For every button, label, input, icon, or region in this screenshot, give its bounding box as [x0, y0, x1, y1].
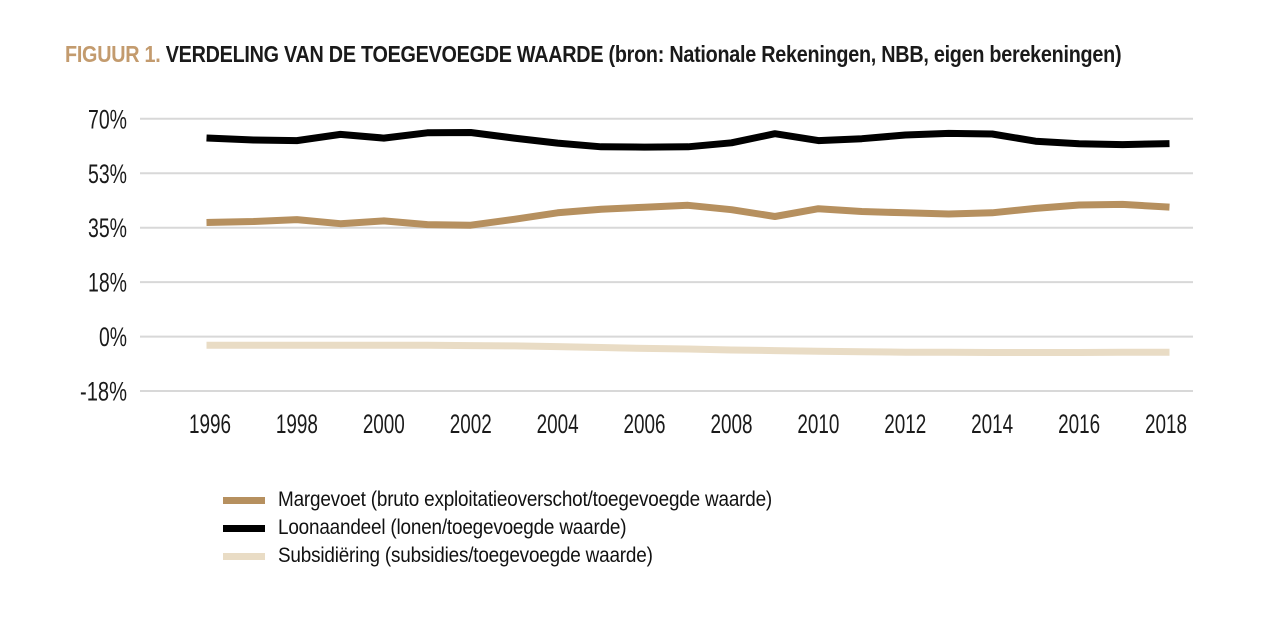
margevoet-line-swatch — [223, 496, 265, 504]
chart-title-prefix: FIGUUR 1. — [65, 41, 161, 67]
x-axis-tick-label: 2010 — [797, 409, 839, 439]
x-axis-tick-label: 2018 — [1145, 409, 1187, 439]
legend-item-loonaandeel: Loonaandeel (lonen/toegevoegde waarde) — [223, 514, 827, 542]
chart-title-text: VERDELING VAN DE TOEGEVOEGDE WAARDE (bro… — [165, 41, 1122, 67]
x-axis-tick-label: 2000 — [363, 409, 405, 439]
x-axis-tick-label: 2014 — [971, 409, 1013, 439]
y-axis-tick-label: 70% — [88, 104, 127, 134]
x-axis-tick-label: 1998 — [276, 409, 318, 439]
legend-item-subsidiering: Subsidiëring (subsidies/toegevoegde waar… — [223, 542, 827, 570]
y-axis-tick-label: 18% — [88, 268, 127, 298]
subsidiering-line — [206, 341, 1170, 356]
x-axis-tick-label: 2002 — [450, 409, 492, 439]
x-axis-tick-label: 2008 — [710, 409, 752, 439]
margevoet-line — [206, 200, 1170, 229]
y-axis-tick-label: 53% — [88, 159, 127, 189]
legend-label-margevoet: Margevoet (bruto exploitatieoverschot/to… — [278, 488, 773, 511]
x-axis-tick-label: 2016 — [1058, 409, 1100, 439]
legend-item-margevoet: Margevoet (bruto exploitatieoverschot/to… — [223, 486, 827, 514]
y-axis-tick-label: -18% — [80, 377, 127, 407]
loonaandeel-line-swatch — [223, 524, 265, 532]
y-axis-tick-label: 0% — [99, 322, 127, 352]
loonaandeel-line — [206, 129, 1170, 151]
subsidiering-line-swatch — [223, 552, 265, 560]
chart-legend: Margevoet (bruto exploitatieoverschot/to… — [223, 486, 827, 570]
chart-title: FIGUUR 1. VERDELING VAN DE TOEGEVOEGDE W… — [65, 41, 1122, 68]
legend-label-subsidiering: Subsidiëring (subsidies/toegevoegde waar… — [278, 544, 653, 567]
y-axis-tick-label: 35% — [88, 213, 127, 243]
x-axis-tick-label: 1996 — [189, 409, 231, 439]
line-chart-canvas: 70% 53% 35% 18% 0% -18% 1996 1998 2000 2002 2004 20… — [80, 104, 1193, 439]
x-axis-tick-label: 2012 — [884, 409, 926, 439]
x-axis-tick-label: 2004 — [537, 409, 579, 439]
legend-label-loonaandeel: Loonaandeel (lonen/toegevoegde waarde) — [278, 516, 627, 539]
x-axis-tick-label: 2006 — [624, 409, 666, 439]
